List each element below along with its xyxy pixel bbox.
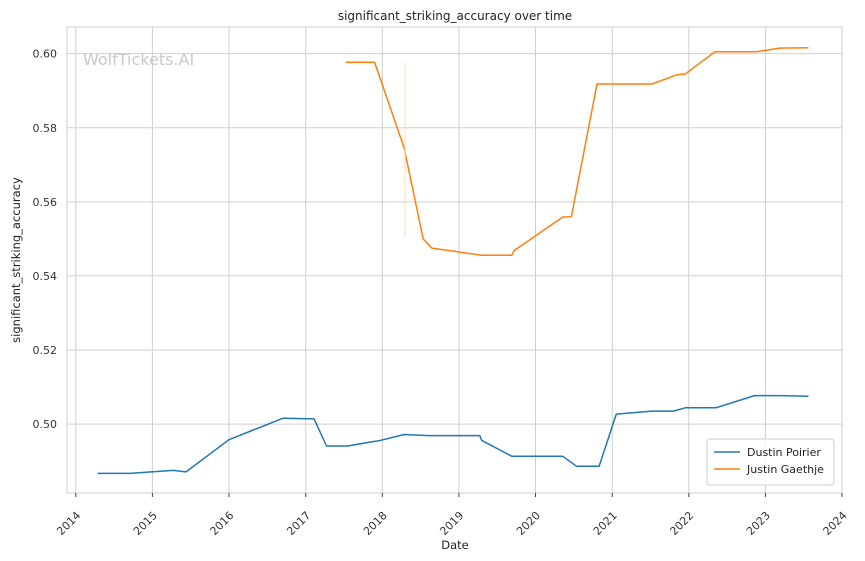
legend: Dustin Poirier Justin Gaethje (706, 438, 835, 486)
y-axis-ticks: 0.50 0.52 0.54 0.56 0.58 0.60 (33, 48, 58, 431)
watermark: WolfTickets.AI (83, 50, 194, 69)
y-tick-label: 0.50 (33, 418, 58, 431)
plot-area-border (66, 26, 843, 494)
legend-box (706, 438, 835, 486)
series-line-1 (345, 46, 809, 256)
y-tick-label: 0.60 (33, 48, 58, 61)
y-tick-label: 0.54 (33, 270, 58, 283)
y-axis-label: significant_striking_accuracy (9, 177, 23, 343)
y-tick-label: 0.58 (33, 122, 58, 135)
legend-label-0: Dustin Poirier (747, 446, 821, 459)
legend-label-1: Justin Gaethje (746, 463, 824, 476)
y-tick-label: 0.52 (33, 344, 58, 357)
series-line-0 (97, 394, 809, 475)
x-axis-label: Date (441, 538, 469, 552)
chart-title: significant_striking_accuracy over time (338, 9, 572, 23)
series-lines (97, 46, 809, 475)
y-tick-label: 0.56 (33, 196, 58, 209)
